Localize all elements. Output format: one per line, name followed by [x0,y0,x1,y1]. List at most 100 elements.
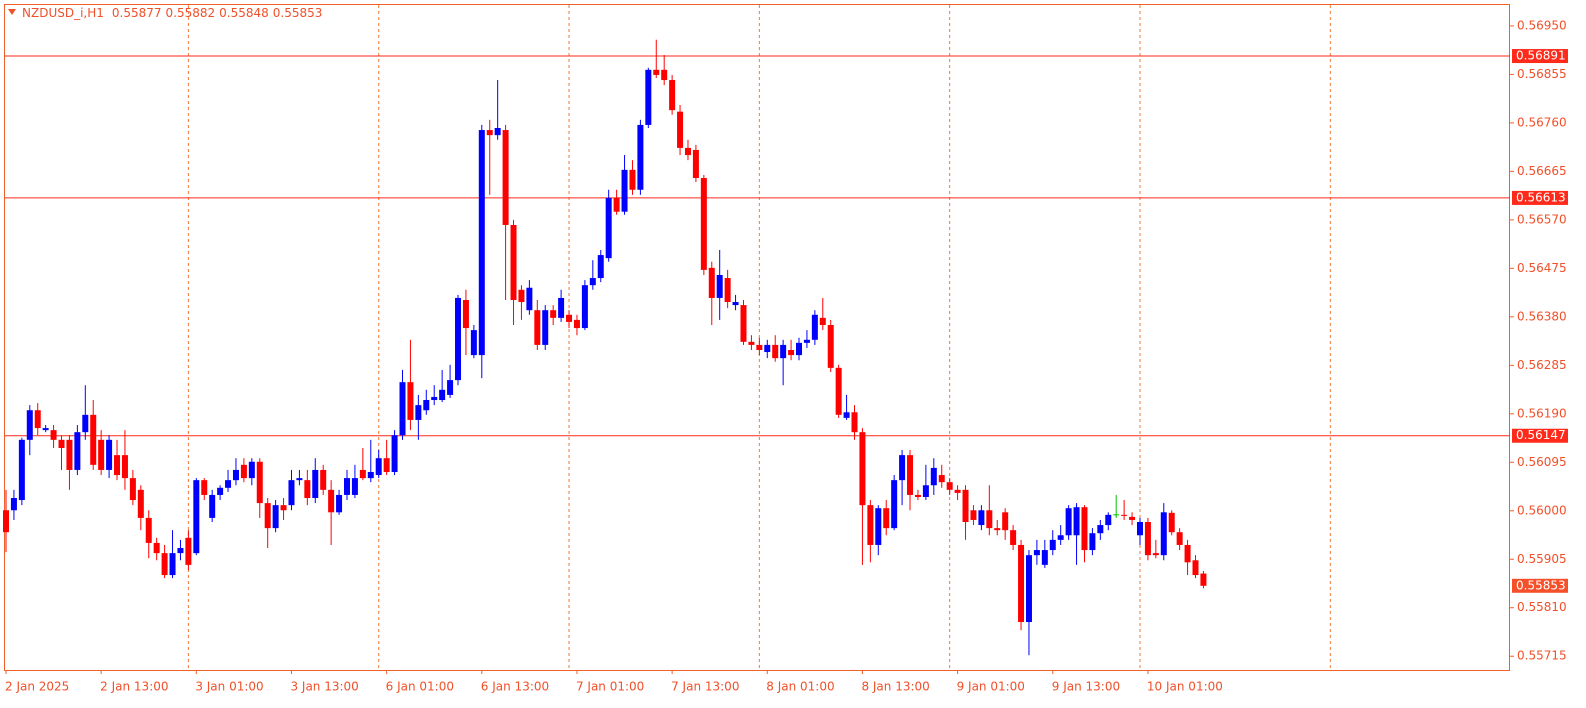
candle-body [811,314,818,340]
candle-body [217,487,224,495]
candle-body [867,505,874,545]
candle-body [256,461,263,504]
candle-body [415,405,422,420]
y-tick-label: 0.56000 [1517,503,1567,517]
candle-body [780,344,787,359]
candle-body [954,489,961,493]
hline-label: 0.56147 [1516,428,1566,442]
x-tick-label: 8 Jan 13:00 [861,680,929,694]
candle-body [1176,532,1183,545]
candle-body [34,410,41,429]
candle-body [502,130,509,225]
candle-body [589,278,596,286]
candle-body [225,480,232,488]
candle-body [550,310,557,318]
x-tick-label: 8 Jan 01:00 [766,680,834,694]
candle-body [510,224,517,300]
candle-body [18,439,25,501]
candle-body [447,380,454,395]
y-tick-label: 0.56855 [1517,67,1567,81]
y-tick-label: 0.55810 [1517,600,1567,614]
candle-body [930,467,937,486]
candle-body [803,339,810,343]
hline-label: 0.56891 [1516,49,1566,63]
candle-body [351,478,358,495]
candle-body [732,302,739,306]
candle-body [1200,573,1207,586]
candle-body [1097,525,1104,534]
candle-body [264,503,271,529]
candle-body [986,510,993,529]
candle-body [970,510,977,520]
candle-body [98,439,105,470]
candle-body [708,267,715,298]
candle-body [494,127,501,136]
candle-body [1184,544,1191,563]
candle-body [129,478,136,501]
header-high: 0.55882 [166,6,216,20]
candle-body [835,367,842,415]
candle-body [153,542,160,554]
candle-body [74,432,81,470]
candle-body [772,344,779,359]
x-tick-label: 2 Jan 13:00 [100,680,168,694]
candle-body [486,130,493,136]
candle-body [1152,553,1159,556]
candle-body [796,342,802,356]
candle-body [185,537,192,565]
candle-body [1033,550,1040,556]
candle-body [439,389,446,401]
candle-body [748,341,755,345]
candle-body [209,494,216,518]
chart-header: NZDUSD_i,H1 0.55877 0.55882 0.55848 0.55853 [22,6,322,20]
symbol: NZDUSD_i,H1 [22,6,104,20]
candle-body [1105,514,1112,526]
candle-body [359,469,366,479]
candle-body [566,314,573,322]
candle-body [859,432,866,506]
candle-body [90,414,97,465]
candle-body [819,317,826,325]
candle-body [962,489,969,522]
hline-label-box [1512,190,1568,205]
candle-body [1025,555,1032,623]
y-tick-label: 0.56095 [1517,455,1567,469]
candle-body [938,475,945,483]
candle-body [431,396,438,401]
candle-body [684,147,691,156]
candle-body [1018,544,1025,623]
price-label-box [1512,578,1568,593]
candle-body [193,480,200,554]
candle-body [336,494,343,513]
y-tick-label: 0.56570 [1517,212,1567,226]
candle-body [661,69,668,81]
header-open: 0.55877 [112,6,162,20]
candle-body [1144,521,1151,556]
plot-frame [4,4,1510,671]
candle-body [637,124,644,190]
candle-body [106,439,113,470]
candle-body [462,299,469,329]
y-tick-label: 0.55905 [1517,552,1567,566]
candle-body [843,412,850,418]
candle-body [137,489,144,518]
candle-body [399,382,406,436]
candle-body [1168,512,1175,533]
x-tick-label: 2 Jan 2025 [5,680,69,694]
candle-body [534,310,541,345]
candle-body [304,480,311,499]
candle-body [478,130,485,356]
candle-body [756,344,763,351]
candle-body [145,517,152,543]
candle-body [114,455,121,476]
y-tick-label: 0.56475 [1517,261,1567,275]
x-tick-label: 6 Jan 13:00 [481,680,549,694]
y-tick-label: 0.56665 [1517,164,1567,178]
candle-body [827,324,834,368]
candle-body [10,498,17,511]
candle-body [875,508,882,545]
candle-body [1089,533,1096,551]
candle-body [1041,550,1048,565]
x-tick-label: 3 Jan 13:00 [290,680,358,694]
candle-body [66,439,73,470]
